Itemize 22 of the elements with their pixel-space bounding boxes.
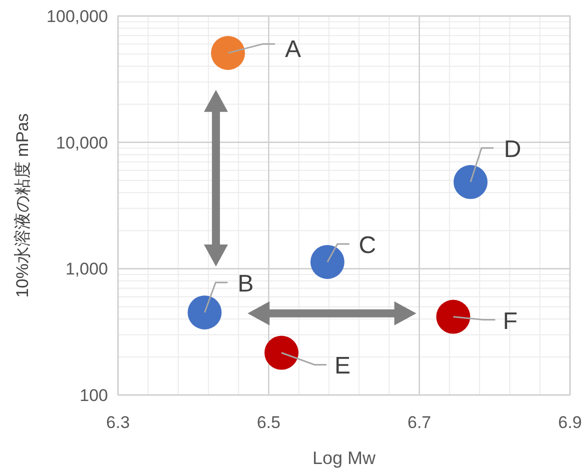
- x-axis-title: Log Mw: [312, 448, 377, 468]
- point: [454, 165, 488, 200]
- y-axis-title: 10%水溶液の粘度 mPas: [13, 113, 32, 298]
- point: [436, 300, 470, 334]
- annotation: C: [358, 232, 376, 259]
- annotation: A: [284, 36, 301, 63]
- annotation: F: [502, 308, 518, 335]
- point: [210, 36, 245, 70]
- y-tick-label: 1,000: [65, 260, 108, 279]
- y-tick-label: 100,000: [46, 7, 108, 26]
- y-tick-label: 10,000: [56, 133, 108, 152]
- annotation: E: [334, 352, 350, 380]
- annotation: D: [504, 136, 522, 164]
- x-tick-label: 6.3: [106, 413, 130, 432]
- y-tick-label: 100: [80, 386, 108, 405]
- x-tick-label: 6.9: [558, 413, 582, 432]
- point: [264, 336, 298, 370]
- annotation: B: [238, 270, 254, 298]
- point: [310, 244, 344, 279]
- x-tick-label: 6.5: [256, 413, 280, 432]
- x-tick-label: 6.7: [408, 413, 432, 432]
- point: [188, 295, 222, 330]
